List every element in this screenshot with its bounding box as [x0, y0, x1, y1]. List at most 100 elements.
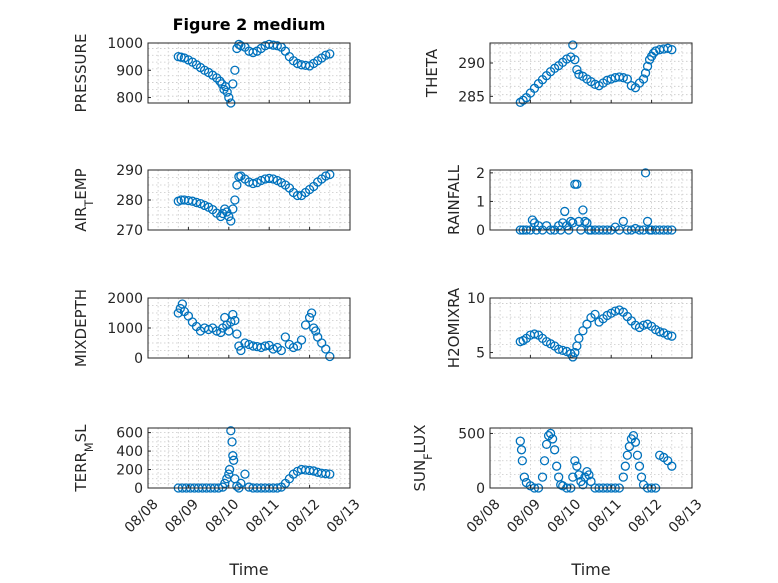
data-point — [630, 437, 641, 447]
data-point — [572, 179, 582, 189]
x-tick-label: 08/09 — [504, 496, 544, 536]
y-tick-label: 290 — [116, 163, 143, 179]
data-point — [232, 329, 242, 339]
data-point — [663, 43, 673, 53]
y-tick-label: 200 — [116, 463, 143, 479]
data-point — [590, 309, 600, 320]
panel-pressure: 800 900 1000 PRESSURE Figure 2 medium — [72, 15, 351, 113]
data-point — [325, 49, 335, 59]
data-point — [622, 74, 633, 84]
data-point — [248, 178, 258, 189]
data-point — [236, 41, 246, 51]
y-axis-label: RAINFALL — [445, 164, 463, 235]
data-point — [308, 466, 319, 476]
data-point — [232, 180, 242, 190]
data-point — [552, 461, 562, 471]
data-point — [574, 470, 584, 480]
data-point — [515, 436, 525, 446]
axes-box — [489, 297, 693, 359]
data-point — [667, 331, 677, 341]
data-point — [230, 65, 240, 75]
data-point — [560, 206, 570, 217]
axes-box — [489, 427, 693, 489]
y-tick-label: 400 — [116, 444, 143, 460]
y-tick-label: 2000 — [107, 291, 143, 307]
data-point — [568, 352, 578, 362]
y-axis-label: PRESSURE — [72, 34, 90, 113]
data-point — [288, 342, 299, 353]
data-point — [187, 196, 198, 206]
data-point — [640, 68, 651, 78]
panel-theta: 285 290 THETA — [423, 40, 693, 107]
data-point — [539, 456, 550, 466]
data-point — [230, 315, 240, 326]
data-point — [517, 456, 527, 466]
data-point — [321, 344, 331, 354]
data-point — [642, 61, 653, 71]
y-tick-label: 600 — [116, 426, 143, 442]
data-point — [663, 330, 673, 340]
data-point — [667, 45, 677, 55]
axes-box — [147, 427, 351, 489]
data-point — [240, 469, 250, 479]
y-tick-label: 1 — [476, 194, 485, 210]
data-point — [568, 218, 578, 228]
x-tick-label: 08/09 — [162, 496, 202, 536]
data-point — [572, 65, 582, 75]
data-point — [272, 41, 282, 51]
data-point — [640, 168, 651, 178]
data-point — [173, 308, 183, 318]
data-point — [586, 476, 596, 487]
data-point — [311, 326, 321, 336]
y-tick-label: 0 — [134, 351, 143, 367]
data-point — [519, 472, 529, 482]
data-point — [236, 345, 246, 356]
data-point — [228, 79, 238, 89]
data-point — [578, 326, 588, 336]
panel-mixdepth: 0 1000 2000 MIXDEPTH — [72, 289, 351, 367]
y-tick-label: 10 — [467, 291, 485, 307]
y-tick-label: 500 — [458, 426, 485, 442]
data-point — [541, 439, 552, 450]
data-point — [325, 351, 335, 362]
y-tick-label: 0 — [134, 481, 143, 497]
data-point — [516, 445, 527, 455]
data-point — [618, 472, 628, 482]
data-point — [228, 309, 238, 320]
data-point — [228, 204, 238, 214]
y-tick-label: 0 — [476, 223, 485, 239]
y-tick-label: 2 — [476, 166, 485, 182]
data-point — [580, 216, 590, 227]
data-point — [224, 326, 234, 336]
data-point — [228, 455, 239, 465]
data-point — [226, 216, 236, 226]
data-point — [582, 319, 592, 329]
y-axis-label: TERRMSL — [72, 424, 96, 493]
y-tick-label: 900 — [116, 63, 143, 79]
x-tick-label: 08/11 — [243, 496, 283, 536]
data-point — [321, 171, 331, 181]
data-point — [215, 76, 225, 86]
data-point — [537, 472, 548, 482]
data-point — [268, 174, 278, 184]
chart-title: Figure 2 medium — [173, 15, 326, 34]
data-point — [570, 456, 580, 466]
data-point — [572, 461, 582, 471]
data-point — [602, 75, 612, 85]
x-tick-label: 08/11 — [585, 496, 625, 536]
data-point — [280, 332, 291, 342]
grid — [148, 428, 350, 488]
data-point — [570, 55, 580, 65]
data-point — [224, 464, 235, 475]
data-point — [558, 345, 568, 356]
data-point — [642, 216, 653, 227]
y-tick-label: 0 — [476, 481, 485, 497]
data-point — [321, 50, 331, 60]
data-point — [230, 195, 240, 205]
data-point — [549, 445, 560, 455]
panel-sun-flux: 0 500 08/08 08/09 08/10 08/11 08/12 08/13 SUNFLU… — [411, 424, 706, 579]
data-point — [321, 469, 331, 479]
axes-box — [489, 42, 693, 104]
